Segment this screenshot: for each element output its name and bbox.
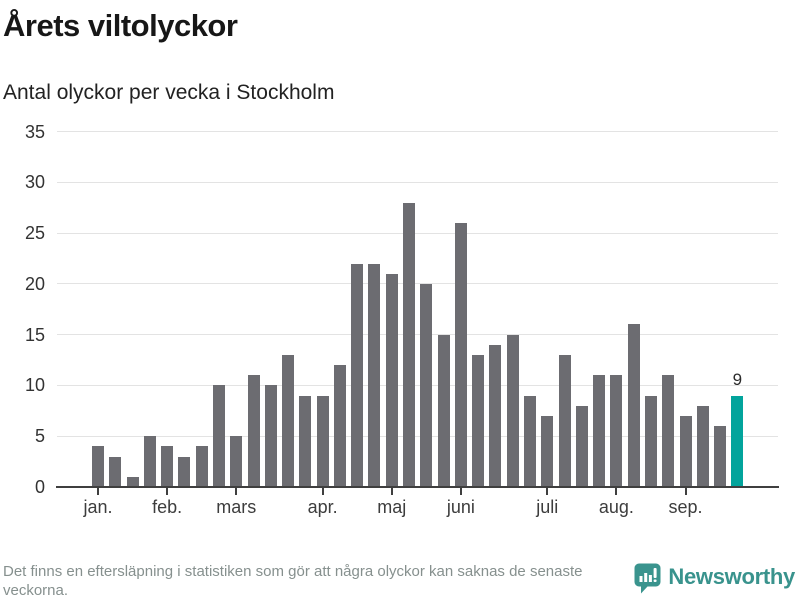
- bar-week: [264, 385, 277, 487]
- bar-week: [126, 476, 139, 487]
- bar-week: [714, 426, 727, 487]
- bar-week: [230, 436, 243, 487]
- x-axis-tick: [615, 488, 618, 495]
- bar-week: [282, 354, 295, 487]
- x-axis-month-label: sep.: [668, 497, 703, 517]
- x-axis-line: [56, 486, 779, 488]
- bar-week: [524, 395, 536, 487]
- x-axis-tick: [684, 488, 687, 495]
- gridline: [57, 384, 778, 386]
- bar-week: [299, 395, 312, 487]
- newsworthy-speech-bubble-icon: [634, 563, 661, 594]
- bar-week: [195, 446, 208, 487]
- bar-highlighted-current-week: [731, 395, 744, 487]
- bar-week: [627, 324, 640, 487]
- bar-week: [472, 354, 485, 487]
- bar-week: [696, 405, 709, 487]
- gridline: [57, 435, 778, 437]
- x-axis-month-label: feb.: [152, 497, 183, 517]
- gridline: [57, 232, 778, 234]
- bar-week: [437, 334, 450, 487]
- x-axis-month-label: juli: [536, 497, 559, 517]
- bar-week: [420, 283, 433, 487]
- bar-week: [212, 385, 225, 487]
- x-axis-tick: [321, 488, 324, 495]
- bar-week: [143, 436, 156, 487]
- bar-week: [541, 415, 554, 487]
- x-axis-month-label: aug.: [598, 497, 634, 517]
- bar-week: [109, 456, 122, 487]
- y-axis-tick-label: 5: [34, 426, 45, 447]
- gridline: [57, 283, 778, 285]
- x-axis-month-label: juni: [446, 497, 475, 517]
- footer-note: Det finns en eftersläpning i statistiken…: [3, 563, 583, 599]
- bar-week: [679, 415, 692, 487]
- newsworthy-logo[interactable]: Newsworthy: [634, 563, 795, 595]
- x-axis-tick: [235, 488, 238, 495]
- bar-week: [489, 344, 502, 487]
- bar-week: [385, 273, 398, 487]
- y-axis-tick-label: 10: [24, 375, 45, 396]
- y-axis-tick-label: 25: [24, 223, 45, 244]
- x-axis-month-label: maj: [377, 497, 407, 517]
- bar-week: [662, 375, 675, 487]
- newsworthy-logo-text: Newsworthy: [668, 564, 795, 589]
- bar-week: [247, 375, 260, 487]
- bar-week: [368, 263, 381, 487]
- bar-week: [454, 222, 467, 487]
- x-axis-tick: [546, 488, 549, 495]
- y-axis-tick-label: 15: [24, 324, 45, 345]
- bar-week: [316, 395, 329, 487]
- bar-week: [575, 405, 588, 487]
- y-axis-tick-label: 35: [24, 121, 45, 142]
- bar-week: [178, 456, 191, 487]
- gridline: [57, 181, 778, 183]
- x-axis-tick: [97, 488, 99, 495]
- bar-week: [403, 202, 416, 487]
- x-axis-month-label: jan.: [83, 497, 113, 517]
- y-axis-tick-label: 20: [24, 273, 45, 294]
- y-axis-tick-label: 0: [34, 477, 45, 497]
- bar-week: [558, 354, 571, 487]
- x-axis-tick: [459, 488, 462, 495]
- x-axis-month-label: mars: [216, 497, 257, 517]
- bar-week: [92, 446, 104, 487]
- bar-week: [161, 446, 174, 487]
- chart-subtitle: Antal olyckor per vecka i Stockholm: [3, 81, 335, 104]
- x-axis-tick: [390, 488, 393, 495]
- page-title: Årets viltolyckor: [3, 8, 238, 43]
- bar-week: [593, 375, 606, 487]
- y-axis-tick-label: 30: [24, 172, 45, 193]
- bar-week: [333, 365, 346, 487]
- bar-week: [644, 395, 657, 487]
- bar-week: [506, 334, 519, 487]
- x-axis-month-label: apr.: [307, 497, 338, 517]
- bar-week: [351, 263, 364, 487]
- gridline: [57, 131, 778, 132]
- bar-week: [610, 375, 623, 487]
- x-axis-tick: [166, 488, 169, 495]
- highlight-value-label: 9: [732, 369, 743, 389]
- gridline: [57, 334, 778, 336]
